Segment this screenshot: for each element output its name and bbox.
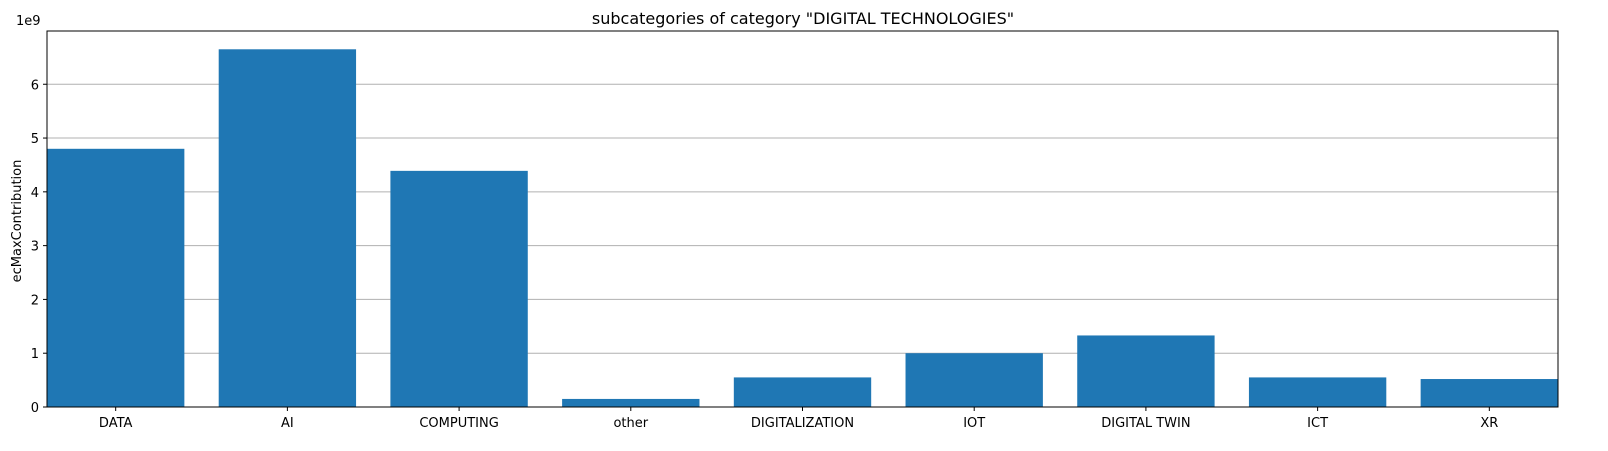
x-tick-label: COMPUTING	[419, 416, 498, 431]
y-tick-label: 1	[31, 347, 39, 362]
bar-data	[47, 148, 185, 407]
y-tick-label: 4	[31, 186, 39, 201]
bar-xr	[1420, 379, 1558, 407]
x-axis-ticks: DATA AI COMPUTING other DIGITALIZATION IOT DIG…	[99, 407, 1498, 431]
y-tick-label: 6	[31, 78, 39, 93]
x-tick-label: DIGITALIZATION	[751, 416, 854, 431]
x-tick-label: AI	[281, 416, 294, 431]
bar-computing	[390, 170, 528, 407]
x-tick-label: other	[613, 416, 648, 431]
plot-frame	[46, 30, 1559, 408]
y-axis-ticks: 0 1 2 3 4 5 6	[31, 78, 47, 416]
x-tick-label: XR	[1480, 416, 1498, 431]
x-tick-label: DATA	[99, 416, 133, 431]
y-tick-label: 0	[31, 401, 39, 416]
y-tick-label: 3	[31, 240, 39, 255]
y-axis-label: ecMaxContribution	[10, 160, 25, 283]
bar-ict	[1248, 377, 1387, 407]
bar-ai	[218, 49, 357, 408]
x-tick-label: IOT	[963, 416, 985, 431]
bars	[47, 49, 1558, 408]
bar-digital-twin	[1077, 335, 1215, 407]
y-axis-scale-multiplier: 1e9	[16, 14, 41, 29]
bar-digitalization	[733, 377, 872, 407]
chart-title: subcategories of category "DIGITAL TECHN…	[592, 9, 1014, 28]
x-tick-label: DIGITAL TWIN	[1101, 416, 1190, 431]
y-tick-label: 2	[31, 293, 39, 308]
bar-other	[562, 398, 700, 407]
y-tick-label: 5	[31, 132, 39, 147]
x-tick-label: ICT	[1307, 416, 1328, 431]
bar-iot	[905, 353, 1043, 407]
